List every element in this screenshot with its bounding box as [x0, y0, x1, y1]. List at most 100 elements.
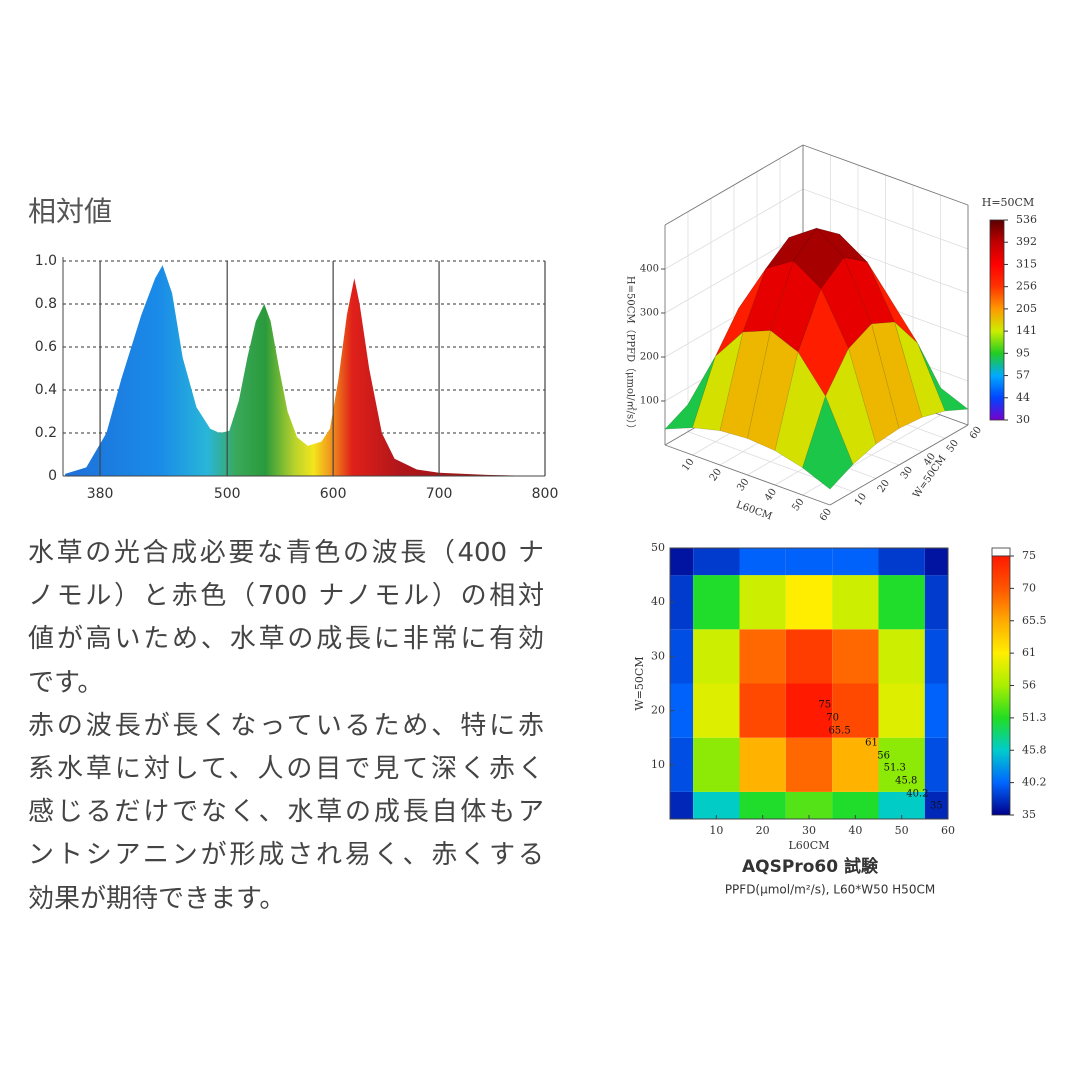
text-line: 感じるだけでなく、水草の成長自体もア: [28, 797, 544, 828]
x-tick-label: 30: [802, 824, 816, 837]
colorbar-label: 205: [1016, 302, 1037, 315]
text-line: 水草の光合成必要な青色の波長（400 ナ: [28, 538, 544, 568]
heat-cell: [739, 737, 786, 792]
y-tick-label: 10: [651, 758, 665, 771]
y-tick-label: 0.8: [35, 296, 57, 312]
heat-cell: [670, 683, 694, 738]
y-tick-label: 40: [651, 595, 665, 608]
heat-cell: [832, 575, 879, 630]
y-tick-label: 0.2: [35, 425, 57, 441]
heat-cell: [670, 629, 694, 684]
y-tick-label: 10: [853, 491, 869, 508]
box-line: [802, 188, 969, 250]
x-tick-label: 600: [320, 486, 347, 502]
x-tick-label: 380: [87, 486, 114, 502]
y-axis-label: W=50CM: [633, 656, 646, 710]
heat-cell: [739, 629, 786, 684]
heat-cell: [878, 629, 925, 684]
heat-cell: [924, 629, 948, 684]
y-tick-label: 1.0: [35, 253, 57, 269]
text-line: 値が高いため、水草の成長に非常に有効: [28, 624, 544, 655]
heat-cell: [739, 575, 786, 630]
heat-cell: [670, 548, 694, 576]
contour-label: 40.2: [906, 789, 928, 800]
x-tick-label: 50: [895, 824, 909, 837]
x-tick-label: 500: [214, 486, 241, 502]
x-tick-label: 40: [848, 824, 862, 837]
box-line: [802, 144, 969, 206]
z-tick-label: 200: [640, 352, 659, 363]
x-tick-label: 10: [680, 457, 696, 474]
heat-cell: [924, 791, 948, 819]
x-tick-label: 30: [735, 477, 751, 494]
colorbar-title: H=50CM: [982, 196, 1035, 209]
contour-label: 61: [865, 738, 878, 749]
heat-cell: [832, 683, 879, 738]
x-tick-label: 20: [708, 467, 724, 484]
heat-cell: [832, 548, 879, 576]
spectrum-area: [65, 265, 545, 476]
heat-cell: [878, 575, 925, 630]
heat-cell: [739, 791, 786, 819]
colorbar: [989, 219, 1005, 421]
surface-cell: [802, 395, 854, 490]
heat-cell: [693, 629, 740, 684]
colorbar-label: 51.3: [1022, 711, 1047, 724]
heat-cell: [693, 548, 740, 576]
colorbar-label: 536: [1016, 213, 1037, 226]
heat-cell: [739, 683, 786, 738]
z-tick-label: 300: [640, 308, 659, 319]
contour-label: 70: [826, 713, 839, 724]
heat-cell: [878, 548, 925, 576]
contour-label: 65.5: [828, 726, 850, 737]
heat-cell: [832, 737, 879, 792]
heat-cell: [924, 683, 948, 738]
colorbar-label: 315: [1016, 257, 1037, 270]
heat-cell: [785, 575, 833, 630]
box-line: [664, 444, 831, 506]
text-line: ノモル）と赤色（700 ナノモル）の相対: [28, 581, 544, 612]
text-line: 系水草に対して、人の目で見て深く赤く: [28, 754, 544, 785]
text-line: 効果が期待できます。: [28, 883, 286, 914]
box-line: [664, 144, 804, 226]
contour-label: 45.8: [895, 776, 917, 787]
x-axis-label: L60CM: [735, 499, 774, 522]
y-tick-label: 20: [651, 704, 665, 717]
colorbar: [991, 555, 1011, 816]
heat-cell: [693, 737, 740, 792]
colorbar-label: 65.5: [1022, 614, 1047, 627]
colorbar-label: 61: [1022, 646, 1036, 659]
x-tick-label: 20: [756, 824, 770, 837]
heat-cell: [785, 683, 833, 738]
heat-cell: [785, 629, 833, 684]
heat-cell: [739, 548, 786, 576]
chart-subtitle: PPFD(μmol/m²/s), L60*W50 H50CM: [725, 883, 935, 897]
x-tick-label: 60: [941, 824, 955, 837]
heat-cell: [785, 791, 833, 819]
colorbar-label: 256: [1016, 280, 1037, 293]
heat-cell: [785, 737, 833, 792]
heat-cell: [670, 737, 694, 792]
colorbar-label: 56: [1022, 679, 1036, 692]
spectrum-title: 相対値: [28, 195, 112, 228]
chart-title: AQSPro60 試験: [742, 856, 879, 877]
z-tick-label: 100: [640, 396, 659, 407]
heat-cell: [832, 629, 879, 684]
y-tick-label: 50: [651, 541, 665, 554]
y-tick-label: 0.6: [35, 339, 57, 355]
heat-cell: [924, 737, 948, 792]
heat-cell: [693, 683, 740, 738]
x-axis-label: L60CM: [789, 839, 830, 852]
heat-cell: [878, 791, 925, 819]
colorbar-label: 95: [1016, 346, 1030, 359]
x-tick-label: 700: [426, 486, 453, 502]
x-tick-label: 60: [818, 507, 834, 524]
heat-cell: [693, 791, 740, 819]
colorbar-top: [991, 547, 1011, 557]
y-tick-label: 0: [48, 468, 57, 484]
heat-cell: [832, 791, 879, 819]
z-tick-label: 400: [640, 264, 659, 275]
x-tick-label: 10: [709, 824, 723, 837]
